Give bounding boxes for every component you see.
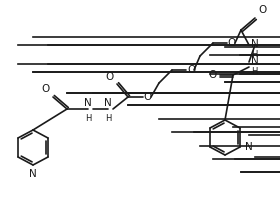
Text: N: N bbox=[251, 56, 259, 66]
Text: O: O bbox=[144, 92, 152, 102]
Text: O: O bbox=[106, 72, 114, 82]
Text: O: O bbox=[258, 5, 266, 15]
Text: N: N bbox=[29, 169, 37, 179]
Text: N: N bbox=[245, 142, 253, 152]
Text: N: N bbox=[251, 39, 259, 49]
Text: N: N bbox=[104, 98, 112, 108]
Text: H: H bbox=[251, 50, 257, 59]
Text: O: O bbox=[187, 65, 195, 75]
Text: O: O bbox=[228, 38, 236, 48]
Text: O: O bbox=[42, 84, 50, 94]
Text: H: H bbox=[85, 114, 91, 123]
Text: N: N bbox=[84, 98, 92, 108]
Text: H: H bbox=[251, 67, 257, 76]
Text: H: H bbox=[105, 114, 111, 123]
Text: O: O bbox=[209, 70, 217, 80]
